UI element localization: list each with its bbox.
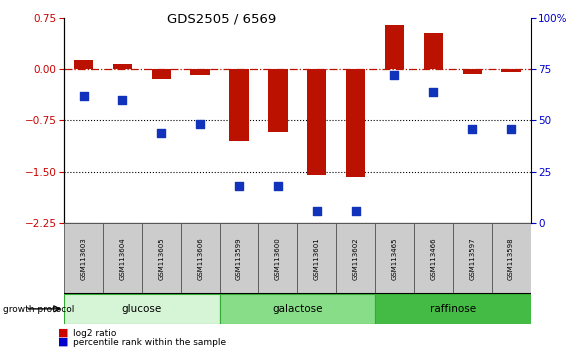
Text: GSM113600: GSM113600 [275, 237, 281, 280]
Point [273, 183, 283, 189]
Bar [258, 223, 297, 294]
Text: percentile rank within the sample: percentile rank within the sample [73, 338, 226, 347]
Text: GSM113598: GSM113598 [508, 237, 514, 280]
Text: GSM113606: GSM113606 [197, 237, 203, 280]
Text: raffinose: raffinose [430, 304, 476, 314]
Bar [103, 223, 142, 294]
Point [312, 208, 321, 213]
Point [118, 97, 127, 103]
Text: GSM113597: GSM113597 [469, 237, 475, 280]
Bar [453, 223, 491, 294]
Bar [414, 223, 453, 294]
Text: GSM113601: GSM113601 [314, 237, 319, 280]
Bar [64, 294, 220, 324]
Bar [74, 60, 93, 69]
Bar [375, 294, 531, 324]
Bar [64, 223, 103, 294]
Bar [297, 223, 336, 294]
Point [429, 89, 438, 95]
Point [157, 130, 166, 136]
Bar [346, 69, 366, 177]
Point [390, 72, 399, 78]
Bar [462, 69, 482, 74]
Text: GDS2505 / 6569: GDS2505 / 6569 [167, 12, 276, 25]
Point [234, 183, 244, 189]
Point [468, 126, 477, 131]
Bar [152, 69, 171, 79]
Bar [220, 294, 375, 324]
Bar [336, 223, 375, 294]
Text: ■: ■ [58, 328, 69, 338]
Bar [501, 69, 521, 73]
Point [507, 126, 516, 131]
Text: GSM113466: GSM113466 [430, 237, 436, 280]
Bar [229, 69, 249, 141]
Bar [268, 69, 287, 132]
Text: GSM113599: GSM113599 [236, 237, 242, 280]
Text: ■: ■ [58, 337, 69, 347]
Bar [142, 223, 181, 294]
Text: log2 ratio: log2 ratio [73, 329, 116, 338]
Bar [307, 69, 326, 175]
Bar [181, 223, 220, 294]
Point [351, 208, 360, 213]
Bar [491, 223, 531, 294]
Bar [375, 223, 414, 294]
Bar [424, 33, 443, 69]
Text: GSM113602: GSM113602 [353, 237, 359, 280]
Text: GSM113603: GSM113603 [80, 237, 86, 280]
Text: GSM113605: GSM113605 [159, 237, 164, 280]
Text: glucose: glucose [122, 304, 162, 314]
Text: GSM113604: GSM113604 [120, 237, 125, 280]
Text: galactose: galactose [272, 304, 322, 314]
Bar [385, 24, 404, 69]
Bar [220, 223, 258, 294]
Point [79, 93, 88, 98]
Text: GSM113465: GSM113465 [392, 237, 398, 280]
Bar [113, 64, 132, 69]
Bar [191, 69, 210, 74]
Point [195, 122, 205, 127]
Text: growth protocol: growth protocol [3, 304, 74, 314]
